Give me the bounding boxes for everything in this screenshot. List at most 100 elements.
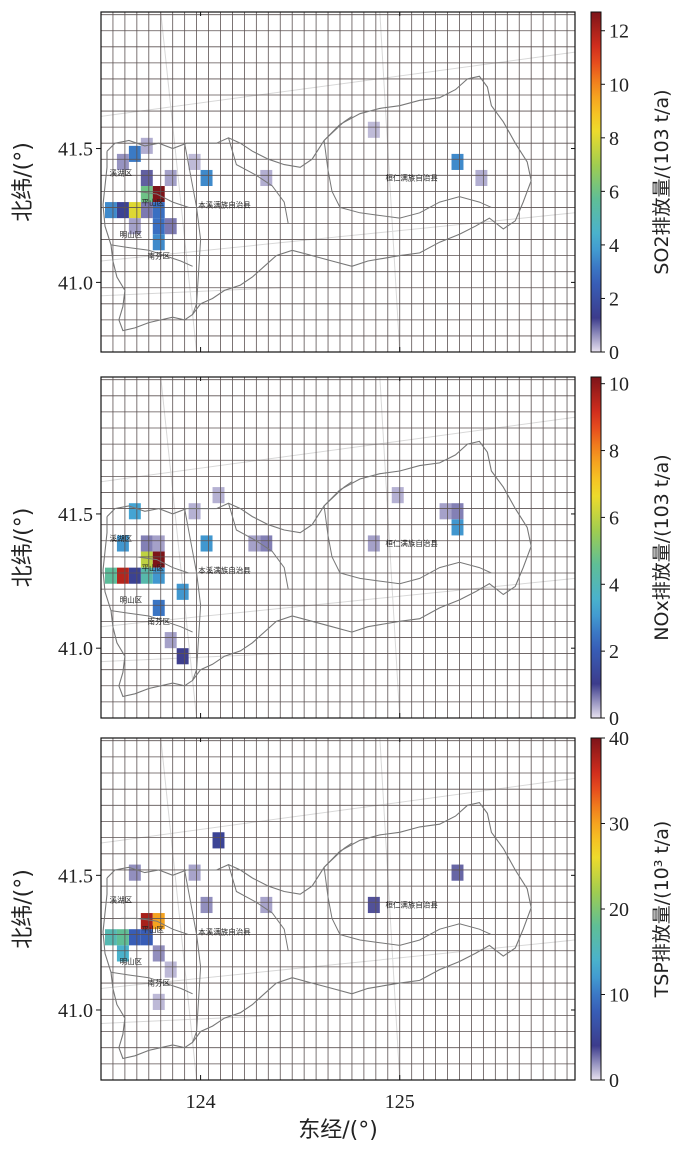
x-tick-label: 124: [186, 1091, 216, 1113]
emission-cell: [188, 153, 201, 170]
emission-cell: [116, 945, 129, 962]
emission-cell: [152, 202, 165, 219]
region-label: 桓仁满族自治县: [385, 900, 438, 910]
region-label: 桓仁满族自治县: [385, 538, 438, 548]
y-axis-title: 北纬/(°): [11, 869, 36, 949]
county-boundary: [102, 75, 532, 332]
plot-frame: [100, 737, 576, 1081]
region-label: 平山区: [142, 562, 165, 572]
emission-cell: [260, 535, 273, 552]
emission-cell: [164, 169, 177, 187]
background-line: [160, 377, 198, 718]
district-boundary: [323, 505, 492, 585]
colorbar-tick-label: 8: [609, 441, 619, 463]
grid-lines: [101, 12, 575, 352]
colorbar-nox: 0 2 4 6 8 10 NOx排放量/(103 t/a): [590, 374, 673, 730]
background-line: [379, 738, 401, 1080]
emission-cell: [391, 487, 404, 504]
emission-cell: [116, 202, 129, 219]
emission-cell: [152, 599, 165, 616]
emission-cell: [104, 929, 117, 946]
colorbar-tick-label: 6: [609, 507, 619, 529]
region-label: 南芬区: [148, 616, 171, 626]
district-boundary: [323, 481, 353, 507]
region-label: 溪湖区: [110, 894, 133, 904]
emission-cell: [152, 551, 165, 568]
background-line: [101, 939, 575, 989]
colorbar-title: TSP排放量/(10³ t/a): [651, 821, 673, 999]
region-label: 桓仁满族自治县: [385, 173, 438, 183]
emission-cell: [152, 234, 165, 251]
emission-cell: [140, 202, 153, 219]
emission-cell: [367, 121, 380, 138]
y-tick-label: 41.0: [58, 1000, 93, 1022]
emission-cell: [164, 218, 177, 235]
emission-cell: [116, 153, 129, 170]
region-label: 平山区: [142, 924, 165, 934]
emission-cell: [140, 186, 153, 203]
district-boundary: [323, 140, 492, 219]
emission-cell: [140, 169, 153, 187]
colorbar-title: NOx排放量/(103 t/a): [651, 454, 673, 640]
emission-cell: [116, 929, 129, 946]
emission-cell: [152, 186, 165, 203]
emission-cell: [200, 535, 213, 552]
y-axis-title: 北纬/(°): [11, 142, 36, 222]
district-boundary: [228, 864, 289, 951]
background-line: [101, 212, 575, 262]
x-tick-label: 125: [385, 1091, 415, 1113]
emission-cell: [140, 535, 153, 552]
y-tick-label: 41.5: [58, 504, 93, 526]
emission-cell: [140, 913, 153, 930]
region-label: 明山区: [120, 956, 143, 966]
emission-cell: [260, 896, 273, 914]
background-line: [101, 287, 281, 297]
emission-cell: [128, 929, 141, 946]
background-line: [379, 12, 401, 352]
x-axis-title: 东经/(°): [298, 1118, 378, 1143]
district-boundary: [184, 508, 202, 681]
colorbar-tick-label: 2: [609, 641, 619, 663]
emission-cell: [248, 535, 261, 552]
district-boundary: [228, 503, 289, 590]
emission-cell: [128, 145, 141, 162]
emission-cell: [451, 864, 464, 881]
region-label: 本溪满族自治县: [198, 565, 251, 575]
emission-cell: [128, 218, 141, 235]
colorbar-tsp: 0 10 20 30 40 TSP排放量/(10³ t/a): [590, 728, 673, 1092]
county-boundary: [102, 801, 532, 1060]
background-line: [101, 653, 281, 663]
emission-cell: [152, 535, 165, 552]
district-boundary: [110, 610, 193, 633]
emission-cell: [475, 169, 488, 187]
colorbar-title: SO2排放量/(103 t/a): [651, 89, 673, 274]
background-line: [160, 738, 198, 1080]
colorbar-tick-label: 30: [609, 814, 629, 836]
region-label: 溪湖区: [110, 167, 133, 177]
district-boundary: [120, 556, 189, 574]
emission-cell: [140, 551, 153, 568]
district-boundary: [184, 143, 202, 315]
emission-cell: [128, 503, 141, 520]
colorbar-bar: [590, 11, 602, 353]
colorbar-tick-label: 4: [609, 235, 619, 257]
plot-frame: [100, 11, 576, 353]
emission-cell: [152, 993, 165, 1010]
district-boundary: [120, 190, 189, 208]
emission-cell: [152, 567, 165, 584]
emission-cell: [152, 945, 165, 962]
emission-cell: [140, 567, 153, 584]
emission-cell: [104, 202, 117, 219]
colorbar-tick-label: 10: [609, 374, 629, 396]
y-tick-label: 41.5: [58, 865, 93, 887]
y-tick-label: 41.5: [58, 139, 93, 161]
background-line: [379, 377, 401, 718]
colorbar-tick-label: 8: [609, 128, 619, 150]
emission-cell: [128, 567, 141, 584]
emission-cell: [116, 567, 129, 584]
colorbar-tick-label: 10: [609, 985, 629, 1007]
emission-cell: [367, 896, 380, 914]
